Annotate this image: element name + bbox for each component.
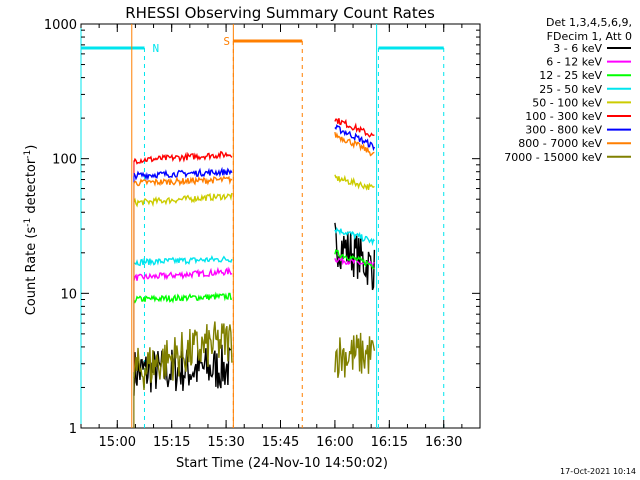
- y-axis-label-mid: detector: [24, 158, 39, 218]
- tick-layer: 15:00 15:15 15:30 15:45 16:00 16:15 16:30 1 10 10…: [44, 18, 481, 450]
- x-tick-label: 15:15: [153, 435, 190, 450]
- series-line-800-7000-keV-seg2: [334, 131, 375, 157]
- y-axis-label: Count Rate (s-1 detector-1): [23, 145, 39, 316]
- x-tick-label: 15:45: [262, 435, 299, 450]
- series-line-300-800-keV-seg1: [133, 166, 233, 181]
- series-line-3-6-keV-seg2: [334, 222, 376, 291]
- y-tick-label: 1000: [44, 18, 77, 33]
- series-layer: [133, 118, 376, 428]
- x-tick-label: 16:00: [316, 435, 353, 450]
- series-line-100-300-keV-seg1: [133, 150, 233, 165]
- y-axis-label-exp1: -1: [23, 218, 33, 227]
- legend-entry-label: 800 - 7000 keV: [518, 137, 602, 150]
- legend-entry-label: 25 - 50 keV: [539, 83, 602, 96]
- series-line-100-300-keV-seg2: [334, 118, 375, 138]
- night-label: N: [152, 42, 159, 55]
- x-axis-label: Start Time (24-Nov-10 14:50:02): [176, 456, 388, 471]
- series-line-25-50-keV-seg1: [133, 254, 233, 267]
- y-tick-label: 1: [69, 422, 77, 437]
- legend-header-line-1: Det 1,3,4,5,6,9,: [546, 16, 632, 29]
- legend-entry-label: 300 - 800 keV: [525, 124, 602, 137]
- series-line-12-25-keV-seg1: [133, 291, 232, 304]
- x-tick-label: 15:30: [207, 435, 244, 450]
- y-tick-label: 100: [52, 153, 77, 168]
- legend-entry-label: 12 - 25 keV: [539, 69, 602, 82]
- x-tick-label: 16:15: [371, 435, 408, 450]
- series-line-50-100-keV-seg1: [133, 192, 233, 208]
- series-line-300-800-keV-seg2: [334, 124, 376, 152]
- x-tick-label: 16:30: [425, 435, 462, 450]
- series-line-50-100-keV-seg2: [334, 174, 375, 191]
- legend-entry-label: 100 - 300 keV: [525, 110, 602, 123]
- series-line-7000-15000-keV-seg1: [133, 321, 233, 391]
- series-line-7000-15000-keV-seg2: [334, 332, 376, 378]
- legend-header-line-2: FDecim 1, Att 0: [547, 30, 632, 43]
- series-line-6-12-keV-seg1: [133, 266, 233, 281]
- y-axis-label-end: ): [24, 145, 39, 150]
- y-axis-label-main: Count Rate (s: [24, 227, 39, 316]
- saa-label: S: [223, 35, 230, 48]
- annotations-layer: NS: [80, 24, 445, 428]
- series-line-12-25-keV-seg2: [334, 248, 375, 270]
- series-line-800-7000-keV-seg1: [133, 175, 233, 187]
- legend-entry-label: 6 - 12 keV: [546, 56, 602, 69]
- footer-timestamp: 17-Oct-2021 10:14: [560, 467, 636, 476]
- y-tick-label: 10: [60, 287, 77, 302]
- chart-title: RHESSI Observing Summary Count Rates: [125, 4, 435, 22]
- y-axis-label-exp2: -1: [23, 150, 33, 159]
- legend-entry-label: 50 - 100 keV: [532, 96, 602, 109]
- legend-entry-label: 3 - 6 keV: [553, 42, 602, 55]
- legend: Det 1,3,4,5,6,9, FDecim 1, Att 0 3 - 6 k…: [504, 16, 632, 164]
- x-tick-label: 15:00: [99, 435, 136, 450]
- legend-entry-label: 7000 - 15000 keV: [504, 151, 602, 164]
- series-line-25-50-keV-seg2: [334, 227, 375, 247]
